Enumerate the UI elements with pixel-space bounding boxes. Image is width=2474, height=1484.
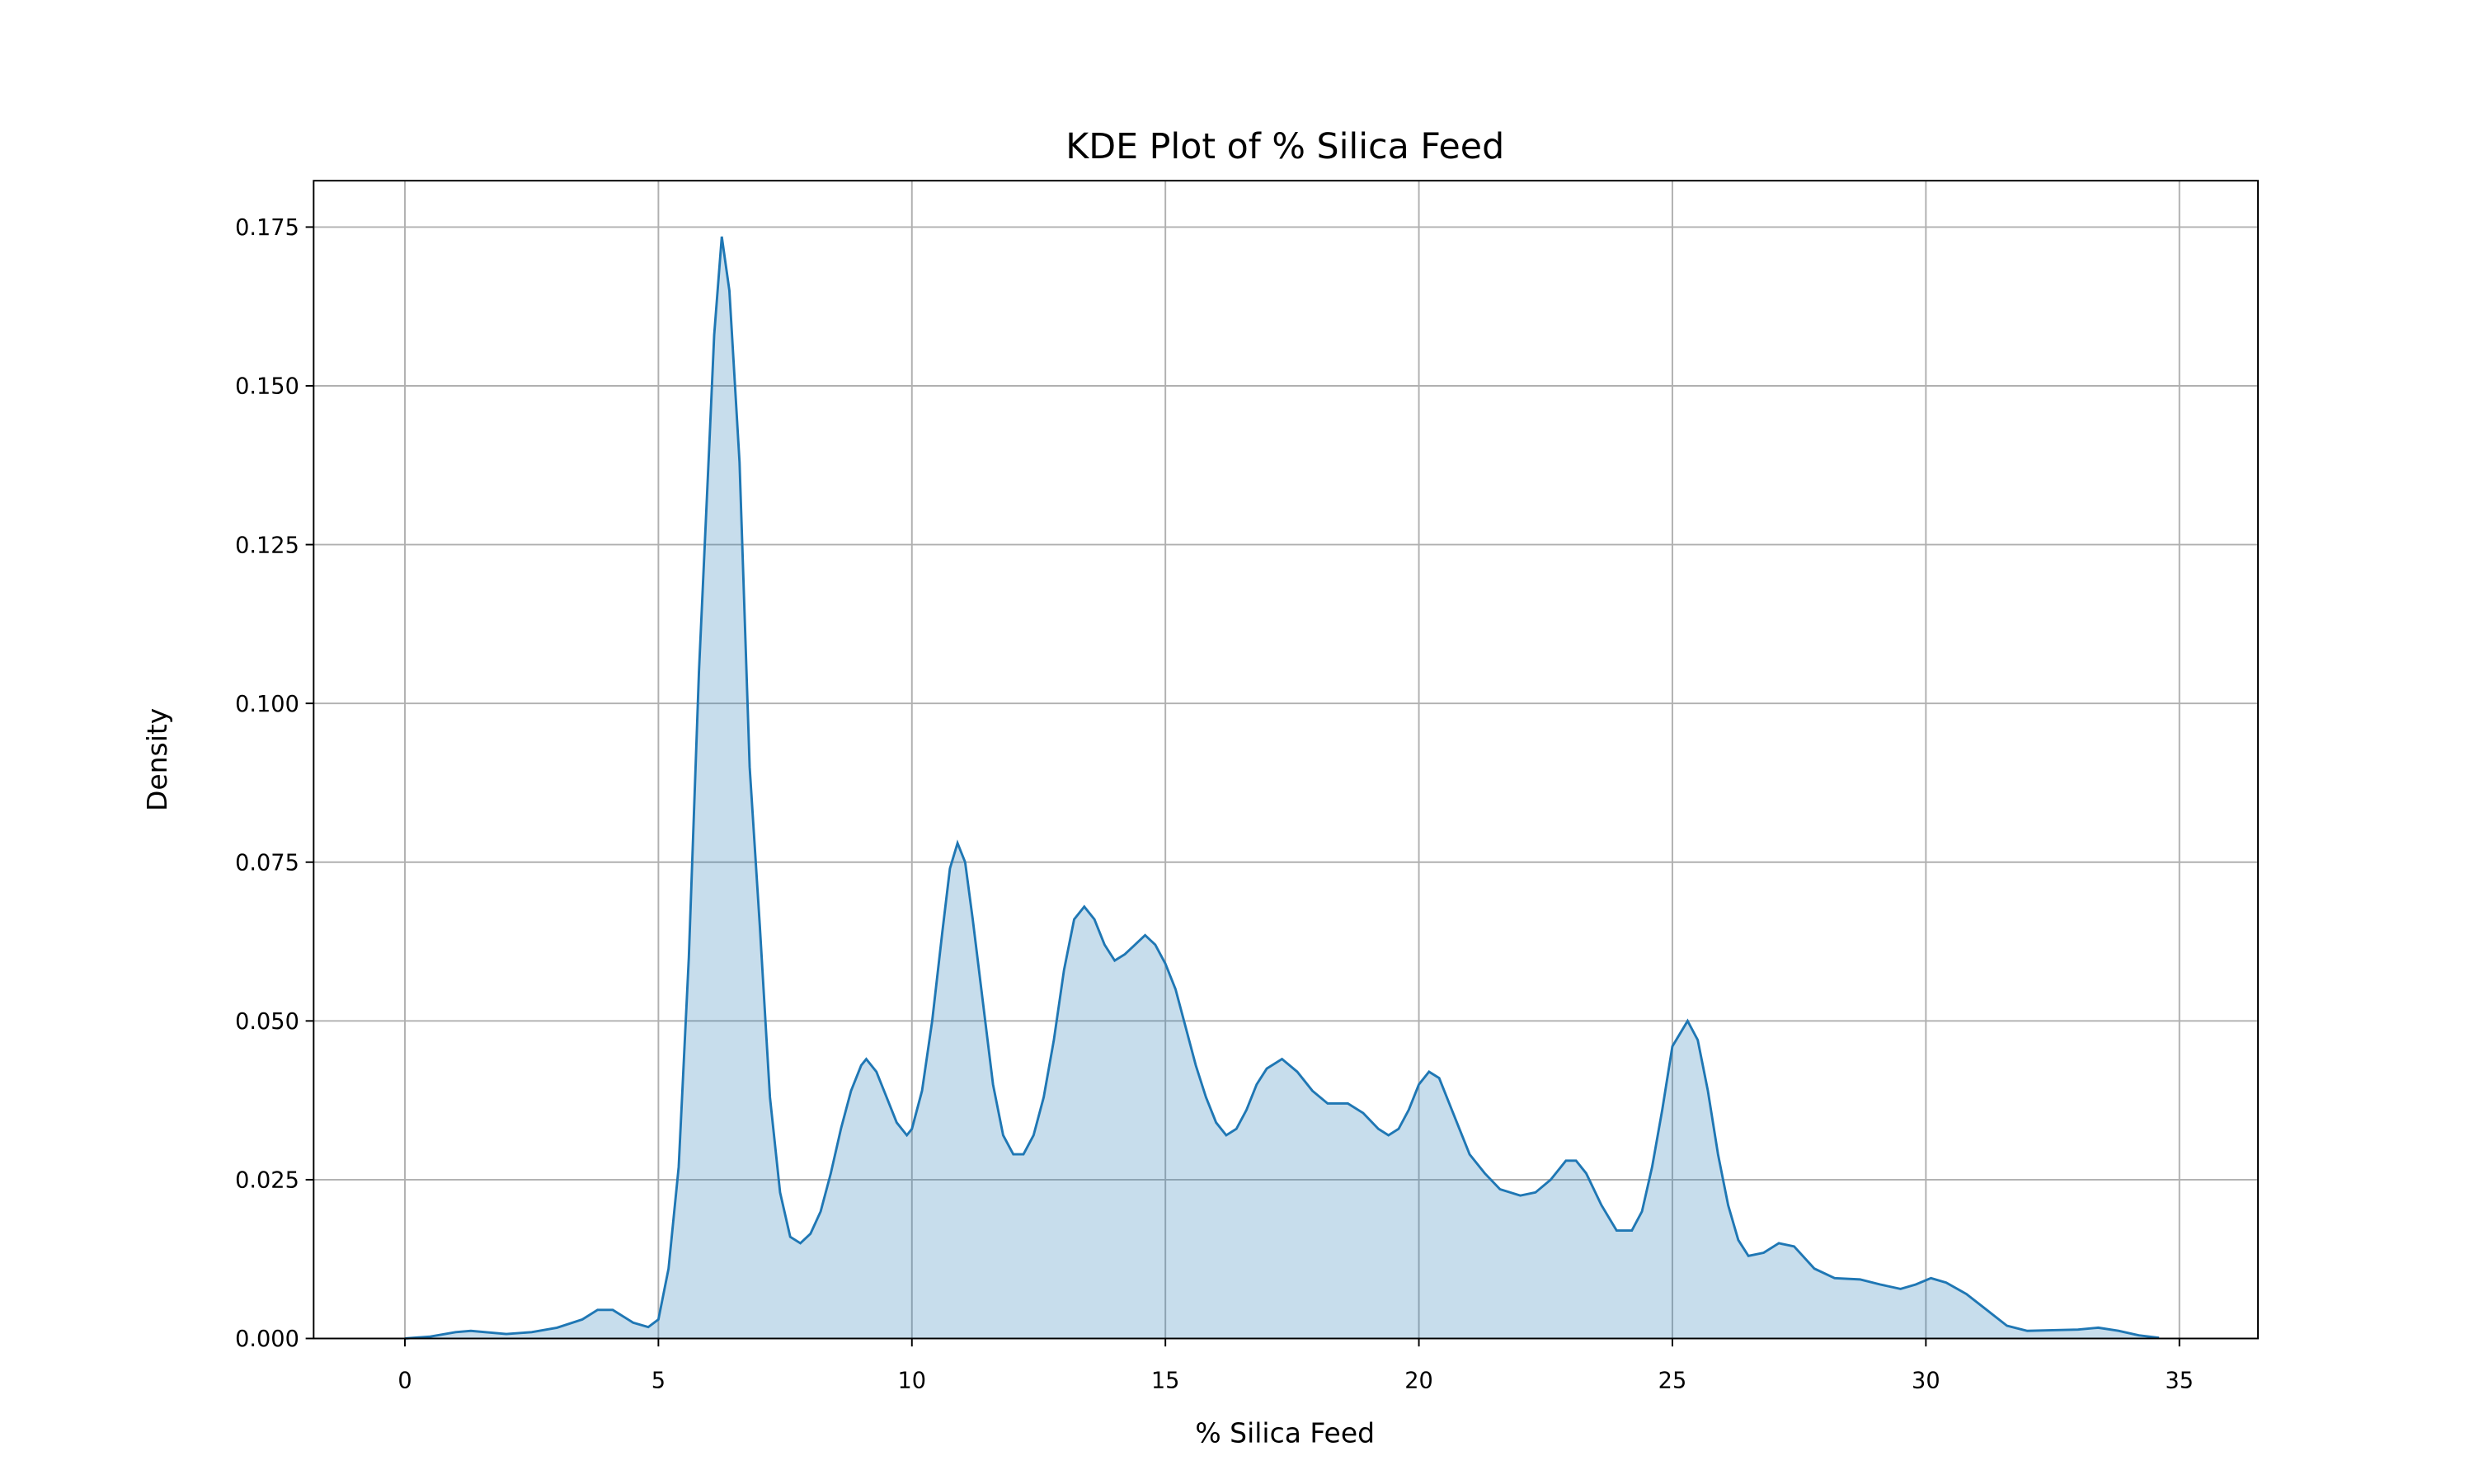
x-tick-label: 30 [1912,1369,1940,1394]
kde-area [405,236,2160,1339]
y-tick-label: 0.125 [235,533,299,558]
y-tick-label: 0.075 [235,850,299,876]
chart-title: KDE Plot of % Silica Feed [1065,126,1504,167]
y-tick-label: 0.000 [235,1327,299,1352]
y-axis-label: Density [141,708,173,811]
x-tick-label: 35 [2165,1369,2194,1394]
ticks: 0 5 10 15 20 25 30 35 0.000 0.025 0.050 0.075 0.100 0… [235,215,2194,1394]
kde-line [404,236,2160,1340]
x-tick-label: 5 [651,1369,666,1394]
x-axis-label: % Silica Feed [1195,1417,1375,1449]
axes-frame [313,180,2260,1340]
x-tick-label: 15 [1151,1369,1180,1394]
y-tick-label: 0.025 [235,1168,299,1194]
x-tick-label: 25 [1658,1369,1687,1394]
y-tick-label: 0.150 [235,374,299,400]
plot-area [404,236,2160,1340]
y-tick-label: 0.050 [235,1009,299,1035]
x-tick-label: 0 [397,1369,412,1394]
x-tick-label: 10 [897,1369,926,1394]
y-tick-label: 0.100 [235,692,299,717]
x-tick-label: 20 [1404,1369,1433,1394]
y-tick-label: 0.175 [235,215,299,241]
